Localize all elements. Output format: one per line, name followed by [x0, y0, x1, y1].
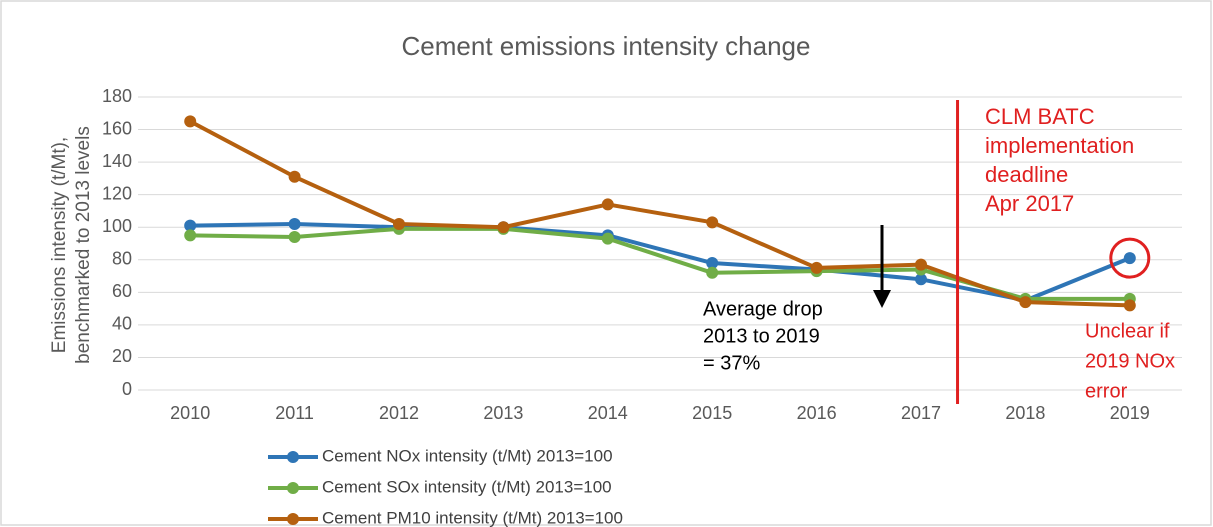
data-point [706, 216, 719, 229]
data-point [497, 221, 510, 234]
data-point [288, 230, 301, 243]
data-point [184, 219, 197, 232]
legend-marker [287, 451, 299, 463]
annotation: Average drop [703, 298, 823, 320]
x-tick-label: 2017 [901, 403, 941, 423]
x-tick-label: 2012 [379, 403, 419, 423]
legend-label: Cement SOx intensity (t/Mt) 2013=100 [322, 477, 612, 496]
legend-label: Cement PM10 intensity (t/Mt) 2013=100 [322, 508, 623, 527]
x-tick-label: 2018 [1005, 403, 1045, 423]
y-tick-label: 100 [102, 216, 132, 236]
y-tick-label: 160 [102, 118, 132, 138]
data-point [184, 115, 197, 128]
y-tick-label: 0 [122, 379, 132, 399]
legend-marker [287, 482, 299, 494]
data-point [915, 273, 927, 286]
annotation: Unclear if [1085, 320, 1170, 342]
x-tick-label: 2013 [483, 403, 523, 423]
y-tick-label: 140 [102, 151, 132, 171]
series-line [190, 221, 1131, 303]
data-point [601, 198, 614, 211]
annotation: error [1085, 380, 1128, 402]
annotation: 2013 to 2019 [703, 325, 820, 347]
y-tick-label: 180 [102, 86, 132, 106]
data-point [915, 258, 927, 271]
chart-title: Cement emissions intensity change [402, 31, 811, 61]
data-point [1123, 252, 1136, 265]
data-point [288, 217, 301, 230]
drop-arrow-head [873, 290, 891, 308]
x-tick-label: 2019 [1110, 403, 1150, 423]
series-line [189, 119, 1130, 308]
annotation: 2019 NOx [1085, 350, 1175, 372]
data-point [1123, 299, 1136, 312]
x-tick-label: 2010 [170, 403, 210, 423]
data-point [601, 232, 614, 245]
data-point [706, 257, 719, 270]
y-tick-label: 40 [112, 314, 132, 334]
data-point [706, 266, 719, 279]
y-axis-label: Emissions intensity (t/Mt), [49, 137, 70, 353]
y-tick-label: 80 [112, 249, 132, 269]
legend-label: Cement NOx intensity (t/Mt) 2013=100 [322, 446, 613, 465]
annotation: deadline [985, 162, 1068, 187]
data-point [288, 170, 301, 183]
data-point [393, 217, 405, 230]
y-axis-label: benchmarked to 2013 levels [73, 126, 94, 364]
y-tick-label: 60 [112, 281, 132, 301]
data-point [810, 261, 823, 274]
annotation: Apr 2017 [985, 191, 1074, 216]
x-tick-label: 2014 [588, 403, 628, 423]
legend-marker [287, 513, 299, 525]
annotation: CLM BATC [985, 104, 1095, 129]
highlight-circle [1109, 237, 1151, 279]
data-point [184, 229, 197, 242]
y-tick-label: 20 [112, 346, 132, 366]
data-point [1019, 296, 1032, 309]
annotation: = 37% [703, 352, 760, 374]
x-tick-label: 2015 [692, 403, 732, 423]
annotation: implementation [985, 133, 1134, 158]
y-tick-label: 120 [102, 183, 132, 203]
x-tick-label: 2011 [275, 403, 314, 423]
x-tick-label: 2016 [797, 403, 837, 423]
